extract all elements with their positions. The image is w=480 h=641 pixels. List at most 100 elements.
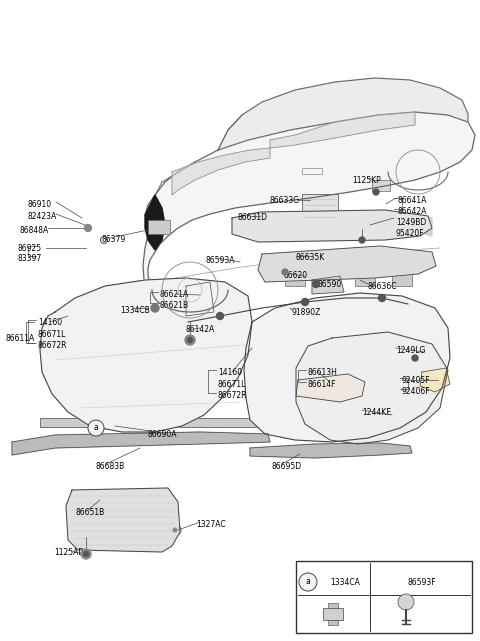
Text: 86635K: 86635K xyxy=(296,253,325,262)
Polygon shape xyxy=(312,276,344,294)
Polygon shape xyxy=(145,195,165,250)
Circle shape xyxy=(282,269,288,275)
Circle shape xyxy=(312,281,320,288)
Polygon shape xyxy=(244,293,450,442)
Text: 86642A: 86642A xyxy=(398,207,427,216)
Text: 86671L: 86671L xyxy=(218,380,246,389)
Text: 86590: 86590 xyxy=(318,280,342,289)
Circle shape xyxy=(88,420,104,436)
Text: 86672R: 86672R xyxy=(38,341,68,350)
Text: 1249LG: 1249LG xyxy=(396,346,425,355)
Text: 83397: 83397 xyxy=(18,254,42,263)
Circle shape xyxy=(151,304,159,312)
Polygon shape xyxy=(232,210,432,242)
Text: 86593F: 86593F xyxy=(408,578,437,587)
Bar xyxy=(323,608,343,620)
Bar xyxy=(372,180,390,191)
Polygon shape xyxy=(425,216,432,236)
Bar xyxy=(285,274,305,286)
Text: 86695D: 86695D xyxy=(272,462,302,471)
Polygon shape xyxy=(270,112,415,148)
Text: 82423A: 82423A xyxy=(28,212,57,221)
Text: 86614F: 86614F xyxy=(308,380,336,389)
Polygon shape xyxy=(250,443,412,458)
Circle shape xyxy=(188,338,192,342)
Polygon shape xyxy=(258,246,436,282)
Text: 1244KE: 1244KE xyxy=(362,408,391,417)
Text: 1125KP: 1125KP xyxy=(352,176,381,185)
Text: 86683B: 86683B xyxy=(96,462,125,471)
Text: 86621B: 86621B xyxy=(160,301,189,310)
Polygon shape xyxy=(296,374,365,402)
Text: 86142A: 86142A xyxy=(185,325,214,334)
Circle shape xyxy=(359,237,365,243)
Text: 1327AC: 1327AC xyxy=(196,520,226,529)
Bar xyxy=(318,274,338,286)
Polygon shape xyxy=(218,78,468,150)
Text: 92406F: 92406F xyxy=(402,387,431,396)
Bar xyxy=(408,346,422,355)
Circle shape xyxy=(81,549,91,559)
Text: 86611A: 86611A xyxy=(6,334,35,343)
Bar xyxy=(296,561,472,633)
Text: 86593F: 86593F xyxy=(382,576,410,585)
Circle shape xyxy=(412,355,418,361)
Text: 1334CA: 1334CA xyxy=(313,576,343,585)
Text: 86636C: 86636C xyxy=(368,282,397,291)
Bar xyxy=(148,304,160,312)
Text: 1334CA: 1334CA xyxy=(330,578,360,587)
Text: a: a xyxy=(94,424,98,433)
Polygon shape xyxy=(143,112,475,330)
Text: 86631D: 86631D xyxy=(238,213,268,222)
Text: 91890Z: 91890Z xyxy=(292,308,322,317)
Text: 86633G: 86633G xyxy=(270,196,300,205)
Text: 92405F: 92405F xyxy=(402,376,431,385)
Text: 86593A: 86593A xyxy=(206,256,236,265)
Circle shape xyxy=(299,573,317,591)
Polygon shape xyxy=(420,368,450,392)
Bar xyxy=(148,220,170,234)
Text: 1125AD: 1125AD xyxy=(54,548,84,557)
Circle shape xyxy=(84,551,88,556)
Polygon shape xyxy=(172,148,270,195)
Text: 1249BD: 1249BD xyxy=(396,218,426,227)
Bar xyxy=(328,620,338,625)
Text: 86671L: 86671L xyxy=(38,330,66,339)
Text: 14160: 14160 xyxy=(38,318,62,327)
Text: 86379: 86379 xyxy=(102,235,126,244)
Circle shape xyxy=(398,594,414,610)
Circle shape xyxy=(216,313,224,319)
Bar xyxy=(302,168,322,174)
Circle shape xyxy=(172,528,178,533)
Text: a: a xyxy=(306,578,311,587)
Polygon shape xyxy=(40,278,252,432)
Circle shape xyxy=(373,189,379,195)
Bar xyxy=(40,418,265,427)
Text: 86672R: 86672R xyxy=(218,391,248,400)
Circle shape xyxy=(185,335,195,345)
Bar xyxy=(392,274,412,286)
Circle shape xyxy=(301,299,309,306)
Polygon shape xyxy=(296,332,448,444)
Text: 86613H: 86613H xyxy=(308,368,338,377)
Text: 14160: 14160 xyxy=(218,368,242,377)
Polygon shape xyxy=(66,488,180,552)
Bar xyxy=(356,220,370,229)
Text: 86910: 86910 xyxy=(28,200,52,209)
Text: 95420F: 95420F xyxy=(396,229,425,238)
Text: 86651B: 86651B xyxy=(76,508,105,517)
Circle shape xyxy=(379,294,385,301)
Polygon shape xyxy=(12,432,270,455)
Text: 86690A: 86690A xyxy=(148,430,178,439)
Text: 86641A: 86641A xyxy=(398,196,427,205)
Polygon shape xyxy=(186,282,214,316)
Text: 86620: 86620 xyxy=(283,271,307,280)
Text: 86848A: 86848A xyxy=(20,226,49,235)
Text: OOO: OOO xyxy=(154,224,165,229)
Text: 86925: 86925 xyxy=(18,244,42,253)
Text: 1334CB: 1334CB xyxy=(120,306,150,315)
Text: 86621A: 86621A xyxy=(160,290,189,299)
Bar xyxy=(355,274,375,286)
Bar xyxy=(302,194,338,220)
Circle shape xyxy=(84,224,92,231)
